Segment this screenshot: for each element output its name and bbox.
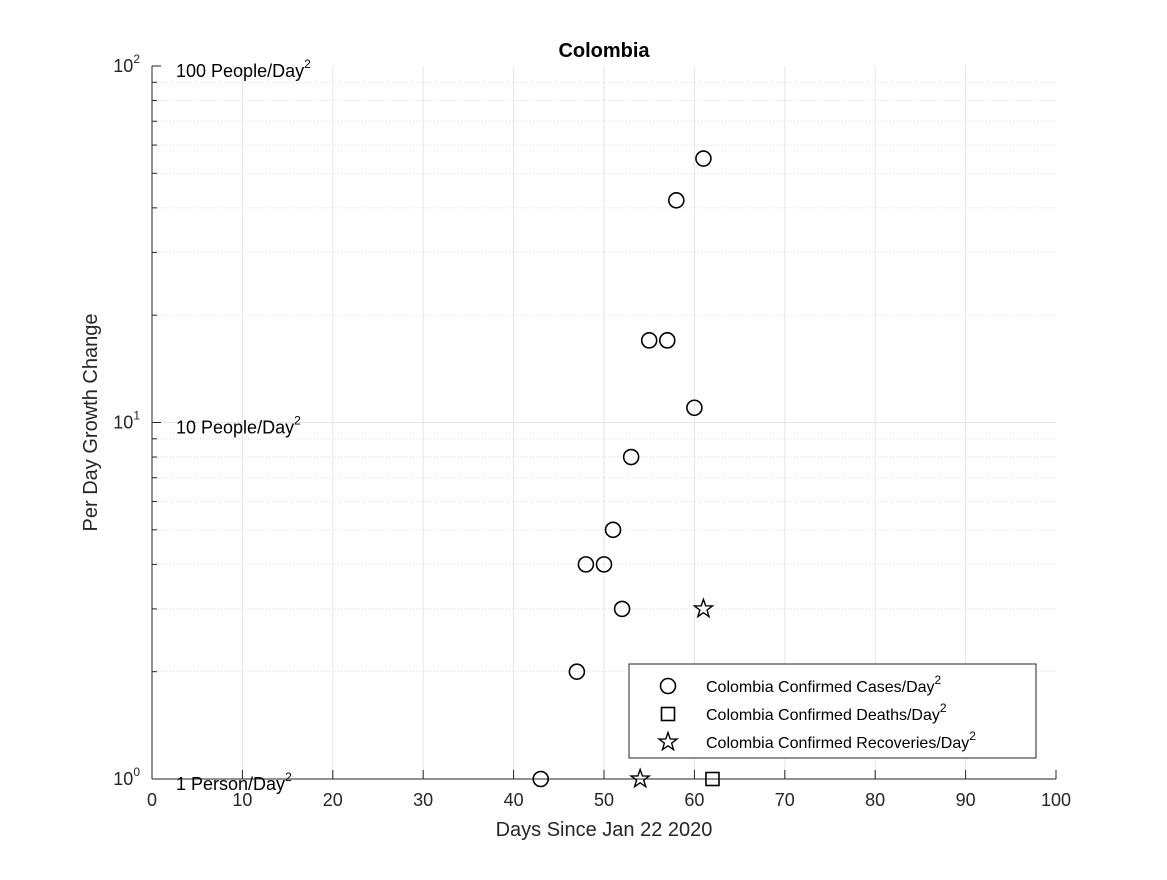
legend-entry-superscript: 2	[935, 673, 942, 687]
data-point-circle	[686, 399, 703, 417]
data-point-circle	[695, 150, 712, 167]
legend-entry-name: Colombia Confirmed Recoveries/Day	[706, 735, 969, 752]
y-tick-exponent: 1	[133, 409, 140, 423]
annotation-text: 1 Person/Day	[176, 774, 285, 794]
legend-entry-name: Colombia Confirmed Cases/Day	[706, 679, 935, 696]
x-tick-label: 10	[232, 790, 252, 810]
data-point-circle	[613, 600, 631, 618]
legend-entry: Colombia Confirmed Deaths/Day2	[706, 701, 947, 724]
y-tick-label: 101	[113, 409, 140, 433]
data-point-circle	[577, 556, 595, 573]
y-tick-base: 10	[113, 56, 133, 76]
x-tick-label: 50	[594, 790, 614, 810]
x-tick-label: 60	[684, 790, 704, 810]
x-tick-label: 90	[956, 790, 976, 810]
data-point-circle	[532, 770, 550, 788]
annotation-superscript: 2	[304, 57, 311, 71]
data-point-square	[705, 771, 720, 787]
legend-entry: Colombia Confirmed Cases/Day2	[706, 673, 942, 696]
y-tick-base: 10	[113, 769, 133, 789]
data-point-circle	[595, 556, 613, 573]
x-tick-label: 80	[865, 790, 885, 810]
annotation-text: 100 People/Day	[176, 61, 304, 81]
x-tick-label: 70	[775, 790, 795, 810]
data-point-star	[629, 767, 652, 789]
data-point-circle	[640, 332, 658, 349]
y-axis-label: Per Day Growth Change	[80, 314, 102, 532]
data-point-circle	[568, 663, 586, 680]
x-axis-label: Days Since Jan 22 2020	[496, 819, 713, 841]
x-tick-label: 100	[1041, 790, 1071, 810]
y-tick-label: 100	[113, 765, 140, 789]
data-point-circle	[604, 521, 622, 539]
data-point-star	[692, 597, 715, 619]
legend-marker-circle	[659, 677, 677, 695]
x-tick-label: 30	[413, 790, 433, 810]
legend-marker-square	[660, 706, 676, 722]
chart-title: Colombia	[558, 40, 650, 62]
data-point-circle	[622, 448, 640, 466]
annotation-text: 10 People/Day	[176, 418, 294, 438]
legend-box	[628, 663, 1037, 759]
legend-entry-name: Colombia Confirmed Deaths/Day	[706, 707, 940, 724]
x-tick-label: 20	[323, 790, 343, 810]
y-tick-label: 102	[113, 52, 140, 76]
y-tick-base: 10	[113, 413, 133, 433]
y-tick-exponent: 0	[133, 765, 140, 779]
annotation-superscript: 2	[294, 414, 301, 428]
y-tick-exponent: 2	[133, 52, 140, 66]
legend-entry-superscript: 2	[940, 701, 947, 715]
annotation-label: 100 People/Day2	[176, 57, 311, 81]
annotation-label: 1 Person/Day2	[176, 770, 292, 794]
x-tick-label: 0	[147, 790, 157, 810]
legend-entry-superscript: 2	[969, 729, 976, 743]
data-point-circle	[658, 332, 676, 349]
legend-marker-star	[656, 730, 680, 752]
legend-entry: Colombia Confirmed Recoveries/Day2	[706, 729, 976, 752]
data-point-circle	[668, 192, 685, 209]
x-tick-label: 40	[504, 790, 524, 810]
annotation-superscript: 2	[285, 770, 292, 784]
annotation-label: 10 People/Day2	[176, 414, 301, 438]
